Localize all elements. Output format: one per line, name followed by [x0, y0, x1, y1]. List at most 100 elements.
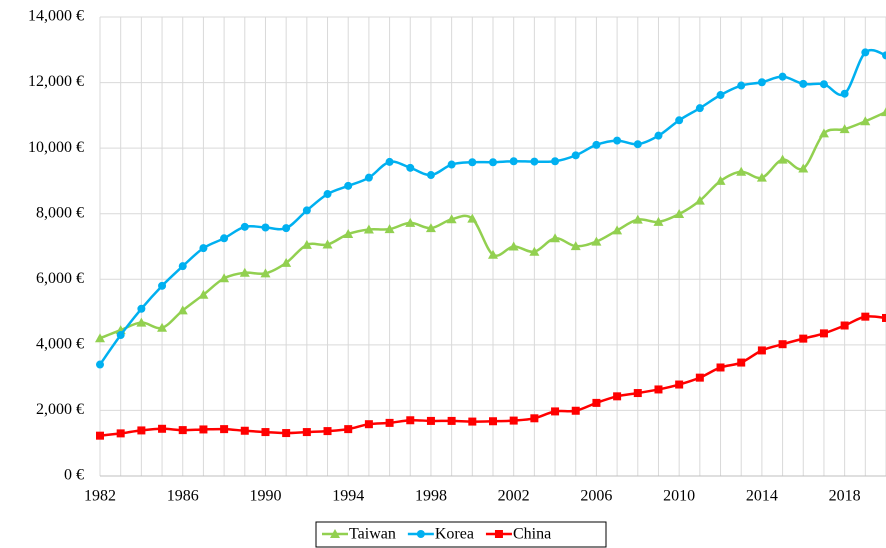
marker [343, 229, 354, 239]
marker [654, 131, 663, 140]
marker [798, 163, 809, 173]
legend-label: Korea [435, 526, 474, 543]
marker [840, 321, 849, 330]
marker [592, 140, 601, 149]
marker [199, 244, 208, 253]
marker [344, 181, 353, 190]
y-tick-label: 6,000 € [36, 270, 84, 287]
marker [674, 209, 685, 219]
marker [220, 234, 229, 243]
y-tick-label: 0 € [64, 467, 84, 484]
x-tick-label: 1982 [84, 488, 116, 505]
marker [715, 175, 726, 185]
x-tick-label: 1998 [415, 488, 447, 505]
marker [137, 304, 146, 313]
marker [799, 79, 808, 88]
marker [219, 273, 230, 283]
series [96, 312, 886, 440]
marker [675, 380, 684, 389]
marker [675, 116, 684, 125]
marker [405, 217, 416, 227]
marker [468, 417, 477, 426]
x-tick-label: 1994 [332, 488, 364, 505]
marker [778, 72, 787, 81]
marker [839, 124, 850, 134]
legend-label: Taiwan [349, 526, 396, 543]
marker [364, 420, 373, 429]
marker [96, 431, 104, 440]
marker [494, 530, 503, 538]
marker [819, 329, 828, 338]
marker [757, 346, 766, 355]
marker [591, 236, 602, 246]
legend-label: China [513, 526, 551, 543]
y-tick-label: 14,000 € [28, 8, 84, 25]
marker [96, 360, 104, 369]
y-tick-label: 8,000 € [36, 204, 84, 221]
marker [220, 425, 229, 434]
marker [840, 89, 849, 98]
marker [406, 163, 415, 172]
marker [777, 154, 788, 164]
marker [330, 529, 340, 538]
marker [529, 246, 540, 256]
marker [301, 239, 312, 249]
marker [818, 128, 829, 138]
marker [653, 216, 664, 226]
marker [282, 224, 291, 233]
marker [612, 225, 623, 235]
marker [694, 195, 705, 205]
marker [385, 157, 394, 166]
marker [136, 317, 147, 327]
marker [344, 425, 353, 434]
marker [116, 331, 125, 340]
marker [819, 80, 828, 89]
marker [199, 425, 208, 434]
legend-box [315, 521, 607, 548]
x-tick-label: 2010 [663, 488, 695, 505]
marker [509, 157, 518, 166]
series [96, 48, 886, 369]
marker [178, 426, 187, 435]
marker [861, 312, 870, 321]
marker [157, 322, 168, 332]
marker [322, 239, 333, 249]
marker [530, 414, 539, 423]
marker [240, 426, 249, 435]
marker [716, 363, 725, 372]
marker [302, 428, 311, 437]
x-tick-label: 1990 [249, 488, 281, 505]
y-tick-label: 2,000 € [36, 401, 84, 418]
marker [302, 206, 311, 215]
marker [736, 166, 747, 176]
marker [384, 224, 395, 234]
marker [447, 416, 456, 425]
marker [261, 428, 270, 437]
series [95, 107, 886, 343]
marker [592, 398, 601, 407]
marker [882, 51, 886, 60]
marker [509, 416, 518, 425]
marker [178, 262, 187, 271]
marker [261, 223, 270, 232]
x-tick-label: 2006 [580, 488, 612, 505]
marker [323, 427, 332, 436]
marker [530, 157, 539, 166]
marker [695, 373, 704, 382]
marker [416, 530, 425, 538]
marker [551, 157, 560, 166]
marker [489, 417, 497, 426]
marker [158, 281, 167, 290]
legend-item: Korea [407, 526, 474, 543]
marker [447, 160, 456, 169]
marker [716, 91, 725, 100]
marker [282, 429, 291, 438]
marker [861, 48, 870, 57]
x-tick-label: 1986 [167, 488, 199, 505]
marker [406, 416, 415, 425]
marker [613, 136, 622, 145]
marker [613, 392, 622, 401]
marker [158, 424, 167, 433]
marker [551, 407, 560, 416]
